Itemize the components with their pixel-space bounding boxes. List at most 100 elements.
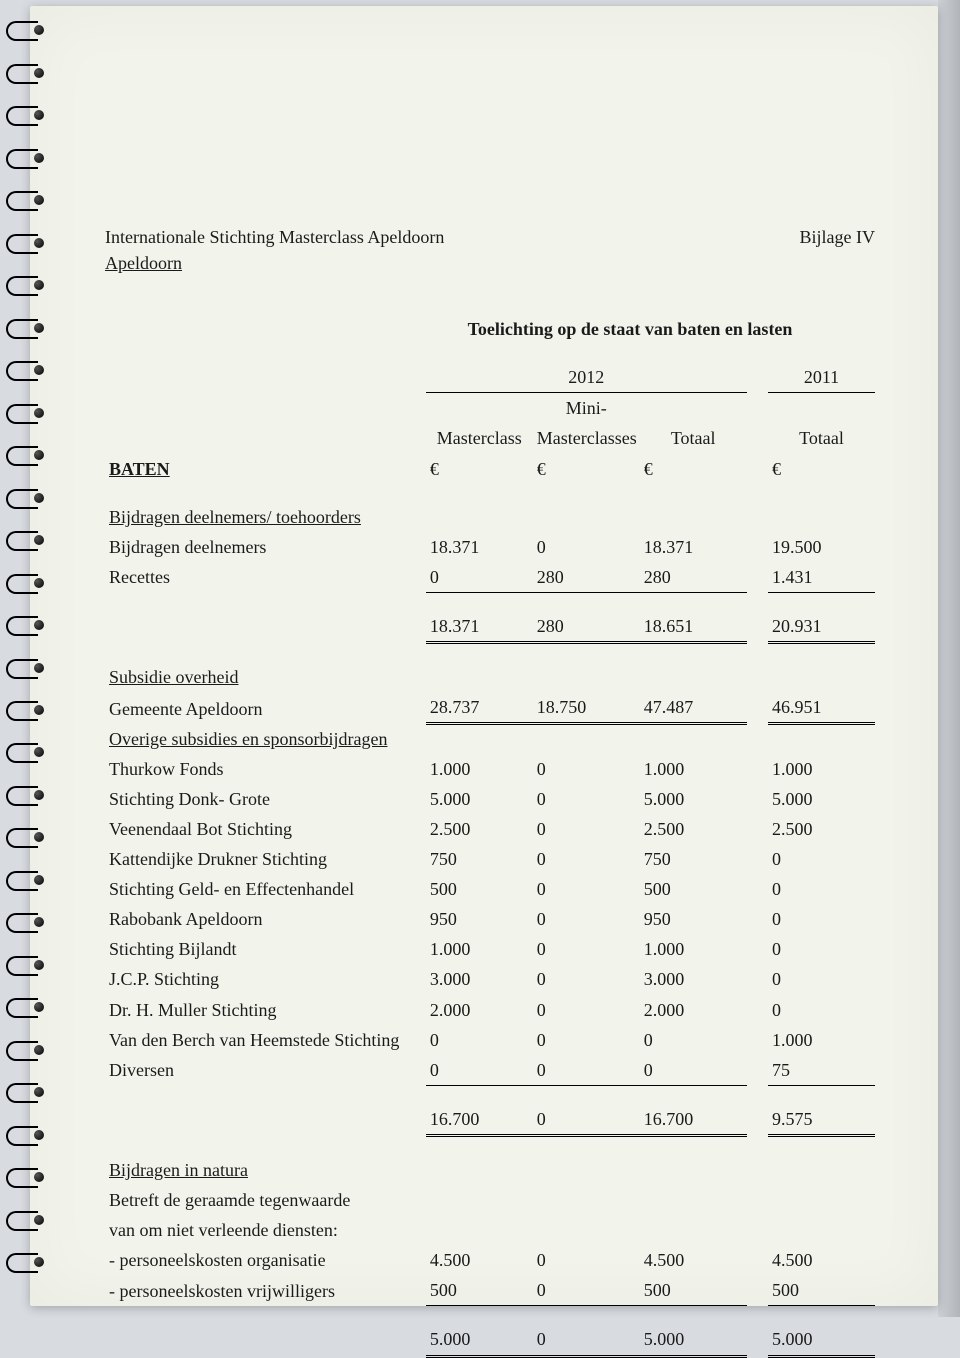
c1: 18.371 — [426, 611, 533, 643]
c1: 750 — [426, 844, 533, 874]
spiral-ring — [6, 1253, 38, 1273]
c2: 0 — [533, 784, 640, 814]
section-baten: BATEN — [109, 459, 170, 479]
c1: 28.737 — [426, 692, 533, 724]
row-pers-vrij: - personeelskosten vrijwilligers 500 0 5… — [105, 1275, 875, 1306]
c2: 0 — [533, 1104, 640, 1136]
c3: 5.000 — [640, 784, 747, 814]
spiral-ring — [6, 616, 38, 636]
c4: 500 — [768, 1275, 875, 1306]
spiral-ring — [6, 319, 38, 339]
row-recettes: Recettes 0 280 280 1.431 — [105, 562, 875, 593]
spiral-ring — [6, 64, 38, 84]
c3: 280 — [640, 562, 747, 593]
label: Thurkow Fonds — [105, 754, 426, 784]
spiral-ring — [6, 659, 38, 679]
label: Veenendaal Bot Stichting — [105, 814, 426, 844]
spiral-ring — [6, 701, 38, 721]
label: van om niet verleende diensten: — [105, 1215, 426, 1245]
label: - personeelskosten vrijwilligers — [105, 1275, 426, 1306]
column-labels-row: Masterclass Masterclasses Totaal Totaal — [105, 423, 875, 453]
c1: 500 — [426, 874, 533, 904]
spiral-ring — [6, 446, 38, 466]
label: Diversen — [105, 1055, 426, 1086]
document-header: Internationale Stichting Masterclass Ape… — [105, 224, 875, 276]
c4: 1.000 — [768, 1025, 875, 1055]
spiral-binding — [0, 0, 42, 1317]
spiral-ring — [6, 1211, 38, 1231]
c1: 950 — [426, 904, 533, 934]
natura-text-1: Betreft de geraamde tegenwaarde — [105, 1185, 875, 1215]
spiral-ring — [6, 1041, 38, 1061]
row-overige-subtotal: 16.700 0 16.700 9.575 — [105, 1104, 875, 1136]
subsection-bijdragen: Bijdragen deelnemers/ toehoorders — [105, 502, 875, 532]
row-berch: Van den Berch van Heemstede Stichting 0 … — [105, 1025, 875, 1055]
spiral-ring — [6, 574, 38, 594]
row-bijdragen-subtotal: 18.371 280 18.651 20.931 — [105, 611, 875, 643]
euro-2: € — [533, 454, 640, 484]
c3: 3.000 — [640, 964, 747, 994]
c1: 3.000 — [426, 964, 533, 994]
row-jcp: J.C.P. Stichting 3.000 0 3.000 0 — [105, 964, 875, 994]
paper-sheet: Internationale Stichting Masterclass Ape… — [30, 6, 938, 1306]
subhead-subsidie: Subsidie overheid — [105, 662, 426, 692]
euro-1: € — [426, 454, 533, 484]
label: Dr. H. Muller Stichting — [105, 995, 426, 1025]
spiral-ring — [6, 234, 38, 254]
c3: 1.000 — [640, 934, 747, 964]
label: Stichting Donk- Grote — [105, 784, 426, 814]
c2: 0 — [533, 964, 640, 994]
c3: 1.000 — [640, 754, 747, 784]
c4: 4.500 — [768, 1245, 875, 1275]
c1: 0 — [426, 1025, 533, 1055]
c2: 280 — [533, 611, 640, 643]
c3: 2.500 — [640, 814, 747, 844]
row-muller: Dr. H. Muller Stichting 2.000 0 2.000 0 — [105, 995, 875, 1025]
c1: 500 — [426, 1275, 533, 1306]
spiral-ring — [6, 404, 38, 424]
c4: 0 — [768, 934, 875, 964]
label: Stichting Geld- en Effectenhandel — [105, 874, 426, 904]
c1: 5.000 — [426, 784, 533, 814]
col-masterclass: Masterclass — [426, 423, 533, 453]
c1: 5.000 — [426, 1324, 533, 1356]
c3: 500 — [640, 874, 747, 904]
subhead-natura: Bijdragen in natura — [105, 1155, 426, 1185]
col-totaal-2011: Totaal — [768, 423, 875, 453]
row-thurkow: Thurkow Fonds 1.000 0 1.000 1.000 — [105, 754, 875, 784]
document-content: Internationale Stichting Masterclass Ape… — [105, 224, 875, 1358]
spiral-ring — [6, 743, 38, 763]
c3: 950 — [640, 904, 747, 934]
spiral-ring — [6, 998, 38, 1018]
org-block: Internationale Stichting Masterclass Ape… — [105, 224, 444, 276]
spiral-ring — [6, 1126, 38, 1146]
c2: 0 — [533, 754, 640, 784]
row-kattendijke: Kattendijke Drukner Stichting 750 0 750 … — [105, 844, 875, 874]
row-bijdragen-deelnemers: Bijdragen deelnemers 18.371 0 18.371 19.… — [105, 532, 875, 562]
spiral-ring — [6, 361, 38, 381]
c2: 0 — [533, 904, 640, 934]
c2: 0 — [533, 1245, 640, 1275]
label: Kattendijke Drukner Stichting — [105, 844, 426, 874]
right-page-edge — [938, 0, 960, 1317]
c2: 18.750 — [533, 692, 640, 724]
row-bijlandt: Stichting Bijlandt 1.000 0 1.000 0 — [105, 934, 875, 964]
spiral-ring — [6, 191, 38, 211]
row-rabobank: Rabobank Apeldoorn 950 0 950 0 — [105, 904, 875, 934]
euro-4: € — [768, 454, 875, 484]
c4: 75 — [768, 1055, 875, 1086]
c2: 0 — [533, 1275, 640, 1306]
year-header-row: 2012 2011 — [105, 362, 875, 393]
c4: 1.000 — [768, 754, 875, 784]
c2: 0 — [533, 1324, 640, 1356]
c3: 4.500 — [640, 1245, 747, 1275]
label: J.C.P. Stichting — [105, 964, 426, 994]
label: Stichting Bijlandt — [105, 934, 426, 964]
label: Gemeente Apeldoorn — [105, 692, 426, 724]
row-diversen: Diversen 0 0 0 75 — [105, 1055, 875, 1086]
year-2011: 2011 — [768, 362, 875, 393]
c2: 0 — [533, 874, 640, 904]
c1: 0 — [426, 562, 533, 593]
row-geld: Stichting Geld- en Effectenhandel 500 0 … — [105, 874, 875, 904]
c1: 18.371 — [426, 532, 533, 562]
